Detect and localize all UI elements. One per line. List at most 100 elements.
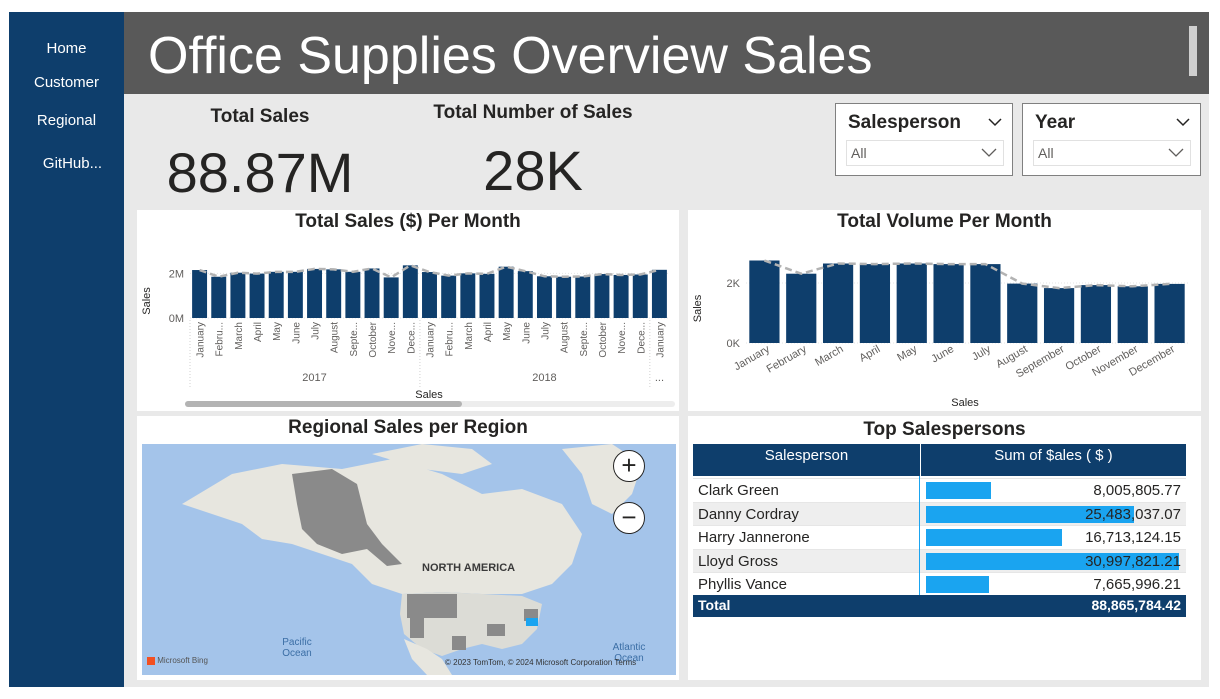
map-land-svg	[182, 444, 642, 675]
trend-line	[763, 259, 1170, 290]
x-tick-label: March	[813, 343, 845, 369]
bar[interactable]	[192, 270, 208, 318]
bar[interactable]	[460, 273, 476, 318]
table-row[interactable]: Danny Cordray 25,483,037.07	[693, 501, 1186, 525]
x-tick-label: July	[311, 322, 322, 340]
data-bar	[926, 576, 989, 593]
year-dropdown[interactable]: All	[1033, 140, 1191, 166]
table-row[interactable]: Lloyd Gross 30,997,821.21	[693, 548, 1186, 572]
zoom-in-button[interactable]: +	[613, 450, 645, 482]
bar[interactable]	[230, 272, 246, 318]
bar[interactable]	[517, 271, 533, 318]
header-scrollbar[interactable]	[1189, 26, 1197, 76]
bar[interactable]	[536, 276, 552, 318]
bar[interactable]	[441, 275, 457, 318]
bar[interactable]	[364, 268, 380, 318]
x-tick-label: February	[765, 343, 810, 376]
sales-value: 25,483,037.07	[1085, 505, 1181, 523]
bar[interactable]	[822, 263, 854, 344]
bar[interactable]	[383, 277, 399, 318]
nav-customer-button[interactable]: Customer	[33, 74, 100, 91]
nav-home-button[interactable]: Home	[46, 40, 87, 57]
x-tick-label: August	[330, 322, 341, 353]
table-row[interactable]: Phyllis Vance 7,665,996.21	[693, 572, 1186, 595]
bar[interactable]	[1154, 283, 1185, 343]
bar[interactable]	[307, 268, 323, 318]
bar[interactable]	[1043, 288, 1075, 343]
x-tick-label: May	[272, 322, 283, 341]
table-row[interactable]: Clark Green 8,005,805.77	[693, 478, 1186, 501]
bar[interactable]	[498, 266, 514, 318]
x-tick-label: Nove...	[617, 322, 628, 354]
salesperson-name: Harry Jannerone	[698, 529, 810, 546]
bar[interactable]	[933, 264, 964, 343]
x-tick-label: Septe...	[349, 322, 360, 356]
chart-title: Total Volume Per Month	[837, 211, 1052, 232]
salesperson-selected-value: All	[851, 145, 867, 161]
sales-value: 8,005,805.77	[1093, 482, 1181, 499]
nav-github-button[interactable]: GitHub...	[42, 155, 103, 172]
region-map[interactable]: NORTH AMERICA Pacific Ocean Atlantic Oce…	[142, 444, 676, 675]
databar-axis	[919, 476, 920, 616]
salesperson-dropdown[interactable]: All	[846, 140, 1004, 166]
x-tick-label: March	[234, 322, 245, 350]
y-axis-label: Sales	[692, 294, 704, 322]
bar[interactable]	[896, 263, 927, 344]
x-tick-label: June	[521, 322, 532, 344]
table-row[interactable]: Harry Jannerone 16,713,124.15	[693, 525, 1186, 548]
bar[interactable]	[1080, 285, 1112, 343]
data-bar	[926, 552, 1179, 570]
bar[interactable]	[345, 271, 361, 318]
pacific-ocean-label: Pacific Ocean	[282, 637, 312, 659]
horizontal-scrollbar-thumb[interactable]	[185, 401, 462, 407]
bar[interactable]	[249, 273, 265, 318]
bar[interactable]	[1117, 286, 1148, 343]
bar[interactable]	[268, 271, 284, 318]
bar[interactable]	[632, 274, 648, 319]
bar[interactable]	[613, 274, 629, 318]
bar[interactable]	[651, 269, 667, 318]
chevron-down-icon	[981, 144, 997, 160]
sales-value: 30,997,821.21	[1085, 552, 1181, 570]
bar[interactable]	[326, 269, 342, 318]
column-header-salesperson[interactable]: Salesperson	[764, 447, 849, 464]
x-tick-label: January	[196, 322, 207, 358]
bar[interactable]	[287, 271, 303, 318]
x-tick-label: Dece...	[636, 322, 647, 354]
bar[interactable]	[970, 264, 1001, 343]
x-tick-label: October	[368, 321, 379, 357]
x-tick-label: January	[655, 322, 666, 358]
chevron-down-icon[interactable]	[1176, 114, 1190, 130]
page-title: Office Supplies Overview Sales	[148, 27, 873, 85]
column-divider	[920, 444, 921, 476]
year-selected-value: All	[1038, 145, 1054, 161]
map-title: Regional Sales per Region	[288, 417, 528, 438]
bar[interactable]	[422, 272, 437, 318]
table-header: Salesperson Sum of $ales ( $ )	[693, 444, 1186, 476]
column-header-sales[interactable]: Sum of $ales ( $ )	[994, 447, 1113, 464]
horizontal-scrollbar-track[interactable]	[185, 401, 675, 407]
bar[interactable]	[786, 273, 817, 343]
bar[interactable]	[1007, 283, 1038, 343]
bar[interactable]	[211, 276, 227, 318]
salesperson-name: Danny Cordray	[698, 505, 799, 523]
year-group-label: 2018	[532, 372, 556, 384]
zoom-out-button[interactable]: −	[613, 502, 645, 534]
chevron-down-icon[interactable]	[988, 114, 1002, 130]
bar[interactable]	[594, 274, 610, 318]
bar[interactable]	[859, 264, 891, 343]
bar[interactable]	[556, 276, 572, 318]
north-america-label: NORTH AMERICA	[422, 562, 516, 574]
atlantic-ocean-label: Atlantic Ocean	[612, 642, 646, 664]
x-tick-label: March	[464, 322, 475, 350]
bar[interactable]	[575, 276, 591, 318]
bar[interactable]	[402, 265, 418, 318]
x-tick-label: October	[598, 321, 609, 357]
bar[interactable]	[479, 273, 495, 318]
nav-regional-button[interactable]: Regional	[36, 112, 97, 129]
y-tick-label: 0M	[169, 313, 184, 325]
bar[interactable]	[749, 260, 780, 344]
y-tick-label: 2K	[727, 278, 741, 290]
data-bar	[926, 505, 1134, 523]
